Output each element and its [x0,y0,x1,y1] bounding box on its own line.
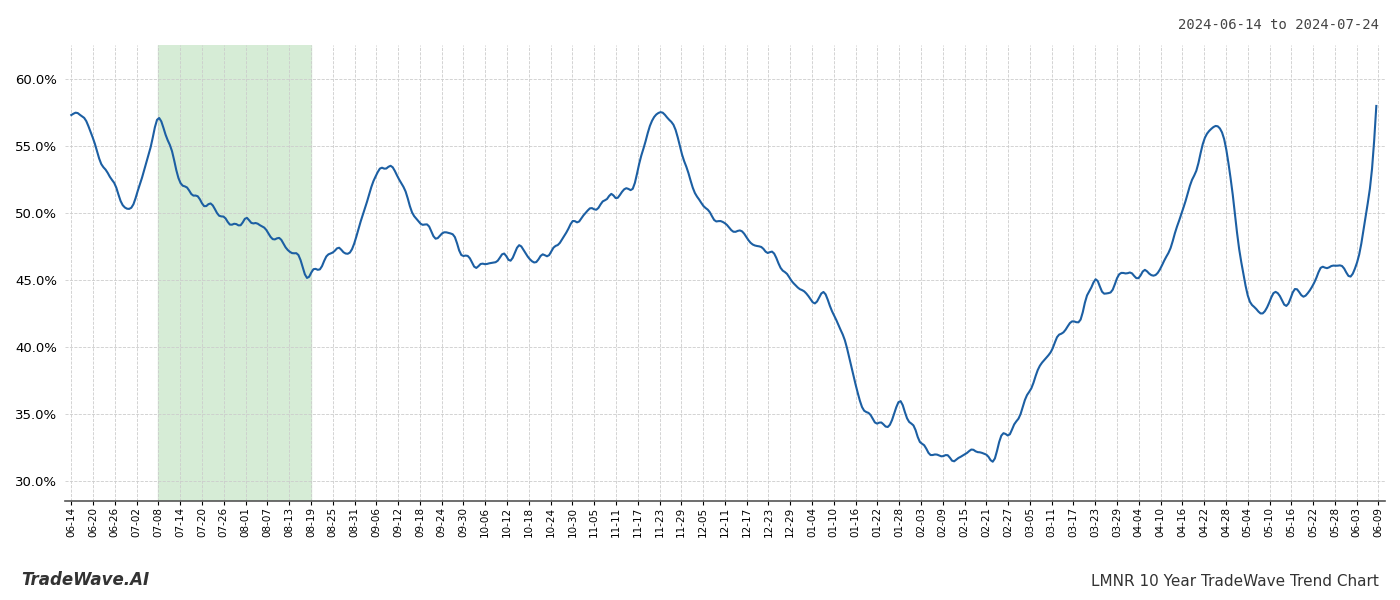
Text: TradeWave.AI: TradeWave.AI [21,571,150,589]
Text: LMNR 10 Year TradeWave Trend Chart: LMNR 10 Year TradeWave Trend Chart [1091,574,1379,589]
Text: 2024-06-14 to 2024-07-24: 2024-06-14 to 2024-07-24 [1177,18,1379,32]
Bar [158,45,311,501]
